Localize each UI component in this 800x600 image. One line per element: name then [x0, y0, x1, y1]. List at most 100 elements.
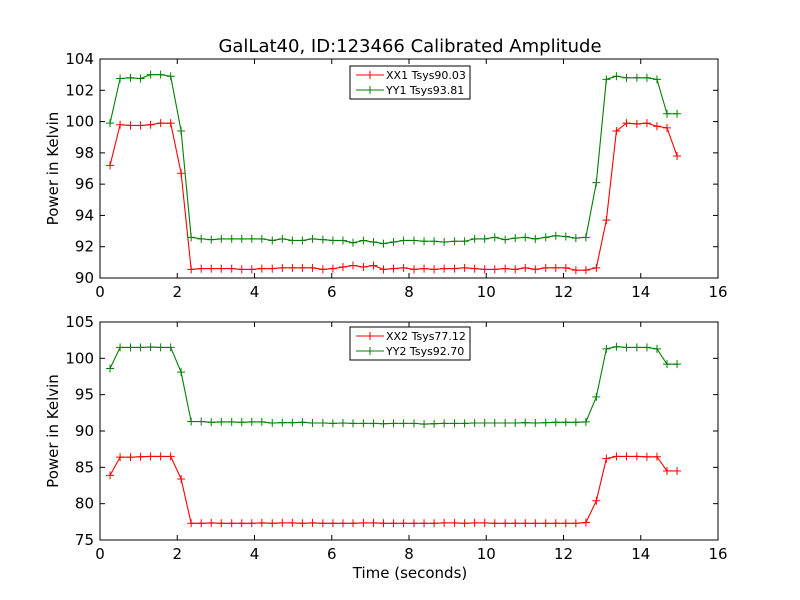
data-point [561, 232, 570, 241]
data-point [399, 419, 408, 428]
y-tick-label: 100 [65, 113, 94, 131]
data-point [338, 519, 347, 528]
data-point [197, 234, 206, 243]
legend-marker [366, 347, 374, 355]
data-point [480, 234, 489, 243]
bottom-panel: 0 2 4 6 8 10 12 14 16 75 80 85 90 95 100 105 Power in Ke… [44, 313, 728, 582]
x-tick-label: 16 [708, 283, 727, 301]
data-point [622, 73, 631, 82]
y-tick-label: 96 [75, 175, 94, 193]
data-point [359, 419, 368, 428]
data-point [106, 471, 115, 480]
data-point [298, 418, 307, 427]
data-point [521, 418, 530, 427]
data-point [257, 234, 266, 243]
data-point [318, 519, 327, 528]
data-point [207, 518, 216, 527]
data-point [551, 263, 560, 272]
data-point [511, 265, 520, 274]
data-point [561, 263, 570, 272]
data-point [440, 238, 449, 247]
y-tick-label: 94 [75, 206, 94, 224]
data-point [460, 519, 469, 528]
y-tick-label: 80 [75, 495, 94, 513]
x-tick-label: 8 [404, 283, 414, 301]
data-point [268, 264, 277, 273]
data-point [166, 72, 175, 81]
data-point [268, 419, 277, 428]
data-point [410, 419, 419, 428]
y-tick-label: 90 [75, 269, 94, 287]
data-point [237, 265, 246, 274]
data-point [389, 419, 398, 428]
x-tick-label: 8 [404, 545, 414, 563]
data-point [166, 343, 175, 352]
y-tick-label: 95 [75, 386, 94, 404]
data-point [338, 419, 347, 428]
data-point [247, 519, 256, 528]
data-point [521, 233, 530, 242]
data-point [430, 237, 439, 246]
x-tick-label: 14 [631, 283, 650, 301]
y-axis-label: Power in Kelvin [44, 374, 62, 488]
data-point [369, 518, 378, 527]
data-point [278, 263, 287, 272]
data-point [571, 519, 580, 528]
data-point [632, 73, 641, 82]
data-point [126, 453, 135, 462]
y-tick-label: 104 [65, 50, 94, 68]
data-point [116, 120, 125, 129]
data-point [156, 119, 165, 128]
data-point [227, 234, 236, 243]
data-point [288, 518, 297, 527]
data-point [602, 454, 611, 463]
data-point [369, 261, 378, 270]
data-point [480, 265, 489, 274]
data-point [207, 418, 216, 427]
y-tick-label: 105 [65, 313, 94, 331]
data-point [511, 519, 520, 528]
data-point [136, 74, 145, 83]
data-point [581, 266, 590, 275]
data-point [541, 263, 550, 272]
data-point [338, 263, 347, 272]
data-point [116, 74, 125, 83]
data-point [501, 235, 510, 244]
data-point [217, 519, 226, 528]
data-point [389, 264, 398, 273]
data-point [217, 234, 226, 243]
data-point [298, 236, 307, 245]
y-tick-label: 102 [65, 81, 94, 99]
data-point [531, 519, 540, 528]
data-point [450, 237, 459, 246]
data-point [338, 236, 347, 245]
y-tick-label: 98 [75, 144, 94, 162]
data-point [490, 233, 499, 242]
data-point [399, 263, 408, 272]
data-point [521, 263, 530, 272]
data-point [227, 417, 236, 426]
data-point [308, 518, 317, 527]
data-point [501, 264, 510, 273]
data-point [146, 120, 155, 129]
x-tick-label: 4 [250, 545, 260, 563]
data-point [541, 418, 550, 427]
data-point [298, 519, 307, 528]
legend-label: YY2 Tsys92.70 [385, 345, 464, 358]
data-point [420, 264, 429, 273]
data-point [420, 420, 429, 429]
data-point [551, 418, 560, 427]
data-point [490, 419, 499, 428]
data-point [663, 466, 672, 475]
data-point [116, 453, 125, 462]
data-point [592, 263, 601, 272]
data-point [551, 231, 560, 240]
data-point [156, 452, 165, 461]
data-point [328, 419, 337, 428]
data-point [632, 343, 641, 352]
data-point [581, 518, 590, 527]
data-point [632, 452, 641, 461]
data-point [602, 344, 611, 353]
data-point [237, 418, 246, 427]
data-point [177, 126, 186, 135]
